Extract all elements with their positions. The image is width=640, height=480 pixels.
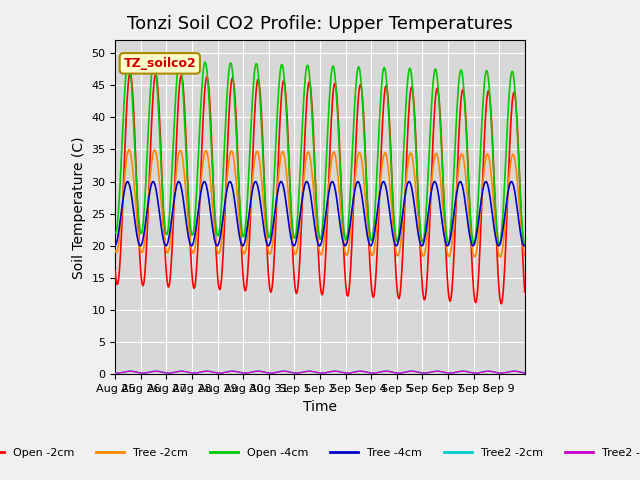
Text: TZ_soilco2: TZ_soilco2 — [124, 57, 196, 70]
X-axis label: Time: Time — [303, 400, 337, 414]
Legend: Open -2cm, Tree -2cm, Open -4cm, Tree -4cm, Tree2 -2cm, Tree2 -4cm: Open -2cm, Tree -2cm, Open -4cm, Tree -4… — [0, 444, 640, 462]
Title: Tonzi Soil CO2 Profile: Upper Temperatures: Tonzi Soil CO2 Profile: Upper Temperatur… — [127, 15, 513, 33]
Y-axis label: Soil Temperature (C): Soil Temperature (C) — [72, 136, 86, 278]
